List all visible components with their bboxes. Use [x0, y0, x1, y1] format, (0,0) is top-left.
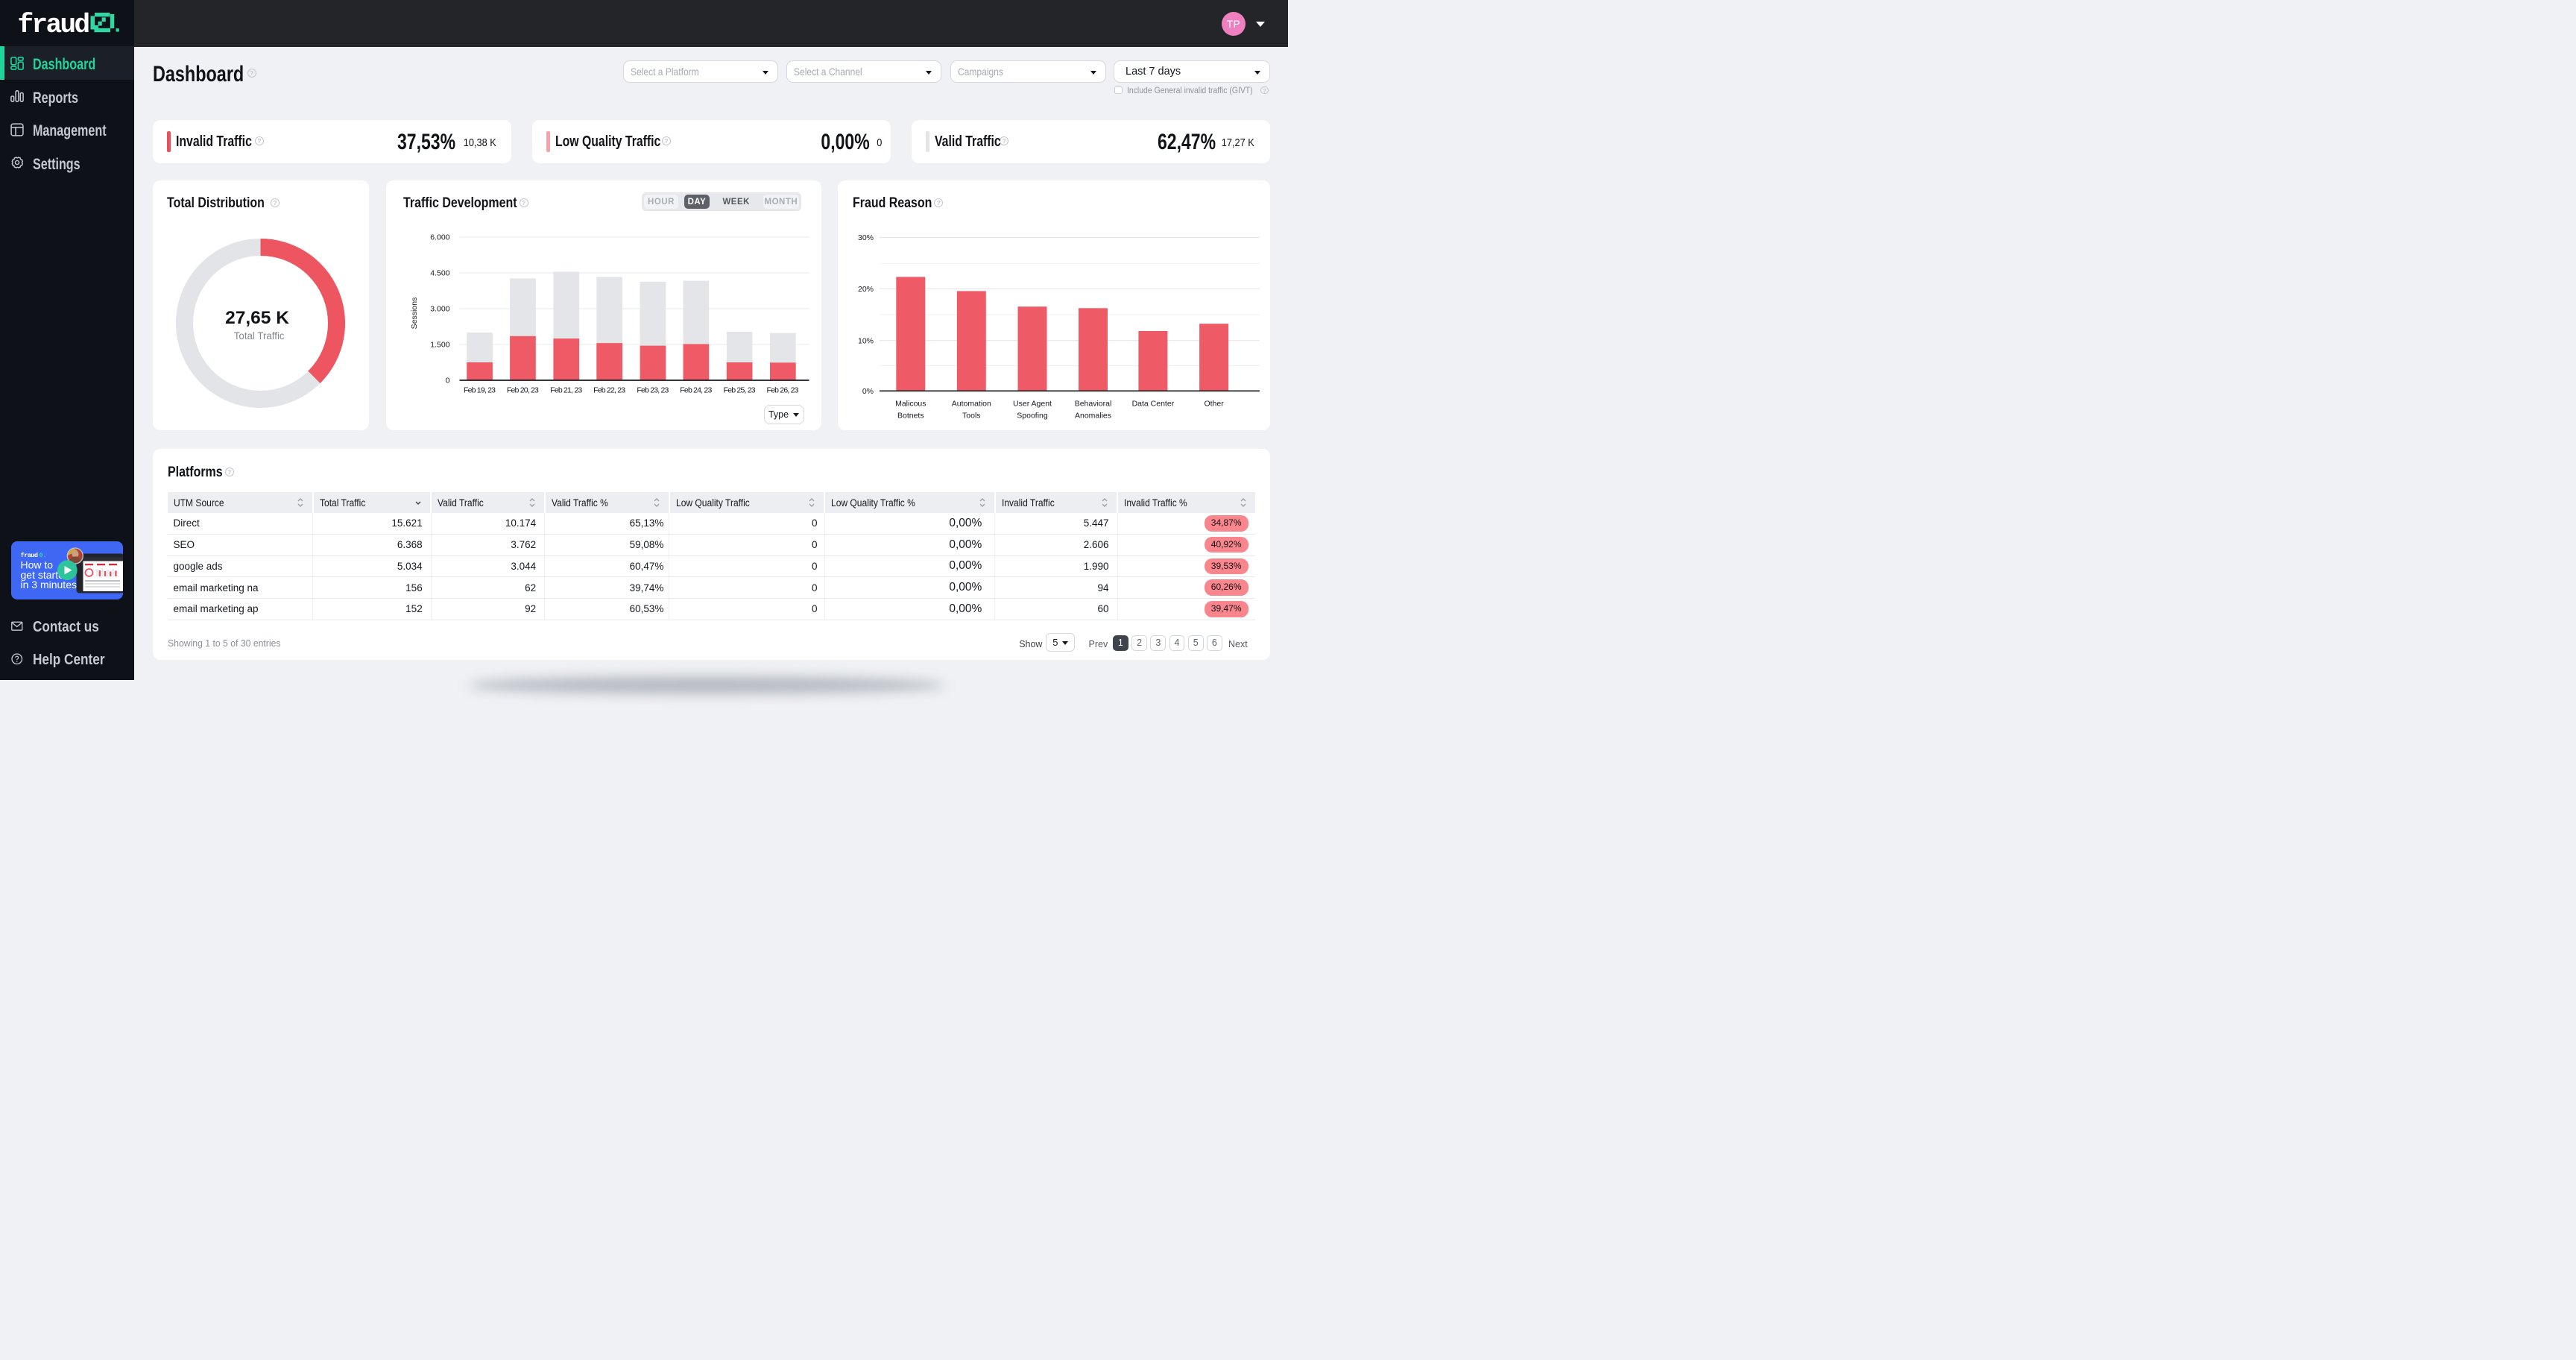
svg-text:3.000: 3.000: [430, 305, 449, 314]
svg-text:Feb 26, 23: Feb 26, 23: [766, 386, 798, 395]
svg-text:Feb 19, 23: Feb 19, 23: [464, 386, 496, 395]
svg-text:Feb 21, 23: Feb 21, 23: [550, 386, 582, 395]
svg-text:Feb 22, 23: Feb 22, 23: [593, 386, 625, 395]
svg-text:Behavioral: Behavioral: [1075, 400, 1112, 409]
svg-text:User Agent: User Agent: [1013, 400, 1052, 409]
svg-text:20%: 20%: [858, 285, 874, 294]
svg-text:0: 0: [445, 377, 449, 385]
svg-text:Tools: Tools: [962, 412, 981, 421]
svg-text:fraud: fraud: [18, 10, 89, 40]
svg-text:30%: 30%: [858, 233, 874, 242]
svg-text:4.500: 4.500: [430, 269, 449, 278]
svg-text:Feb 25, 23: Feb 25, 23: [723, 386, 755, 395]
svg-text:Malicous: Malicous: [895, 400, 926, 409]
svg-text:Spoofing: Spoofing: [1017, 412, 1048, 421]
svg-text:in 3 minutes: in 3 minutes: [21, 579, 77, 591]
svg-text:Data Center: Data Center: [1132, 400, 1175, 409]
svg-text:Anomalies: Anomalies: [1075, 412, 1111, 421]
svg-text:Sessions: Sessions: [410, 298, 419, 330]
svg-text:How to: How to: [21, 559, 54, 571]
svg-text:Botnets: Botnets: [897, 412, 924, 421]
svg-text:Automation: Automation: [952, 400, 991, 409]
svg-text:Feb 20, 23: Feb 20, 23: [506, 386, 538, 395]
svg-text:Other: Other: [1204, 400, 1224, 409]
svg-text:0%: 0%: [862, 387, 874, 396]
svg-text:6.000: 6.000: [430, 233, 449, 242]
svg-text:get started: get started: [21, 569, 70, 581]
svg-text:10%: 10%: [858, 337, 874, 346]
svg-text:0.: 0.: [40, 552, 47, 559]
svg-text:Feb 23, 23: Feb 23, 23: [637, 386, 669, 395]
svg-text:Feb 24, 23: Feb 24, 23: [680, 386, 712, 395]
svg-text:1.500: 1.500: [430, 341, 449, 350]
svg-text:fraud: fraud: [21, 552, 38, 559]
